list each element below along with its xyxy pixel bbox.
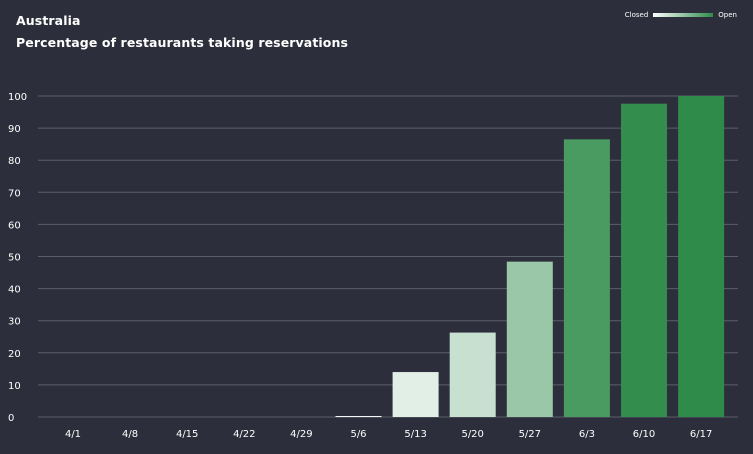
legend-low-label: Closed [624,11,649,19]
x-tick-label: 4/29 [290,429,312,440]
x-tick-label: 4/1 [65,429,81,440]
y-tick-label: 20 [8,349,21,360]
legend-high-label: Open [718,11,737,19]
bars [335,96,725,418]
y-tick-label: 60 [8,220,21,231]
bar [392,372,439,417]
y-tick-label: 70 [8,188,21,199]
y-axis-ticks: 0 10 20 30 40 50 60 70 80 90 100 [8,92,27,424]
y-tick-label: 10 [8,381,21,392]
x-tick-label: 5/20 [461,429,483,440]
legend: Closed Open [625,11,737,19]
x-tick-label: 6/17 [690,429,712,440]
chart-subtitle: Percentage of restaurants taking reserva… [16,35,349,50]
x-tick-label: 5/13 [404,429,426,440]
y-tick-label: 0 [8,413,14,424]
chart-title: Australia [16,13,81,28]
bar [449,332,496,417]
bar [563,139,610,417]
x-axis-ticks: 4/1 4/8 4/15 4/22 4/29 5/6 5/13 5/20 5/27 6/3 6/10… [65,429,712,440]
y-tick-label: 40 [8,285,21,296]
x-tick-label: 6/3 [579,429,595,440]
bar [678,96,725,417]
y-tick-label: 30 [8,317,21,328]
x-tick-label: 6/10 [633,429,655,440]
x-tick-label: 4/22 [233,429,255,440]
bar [335,416,382,418]
x-tick-label: 5/6 [350,429,366,440]
y-tick-label: 50 [8,253,21,264]
bar [506,261,553,417]
bar [621,103,667,417]
y-tick-label: 80 [8,156,21,167]
y-tick-label: 90 [8,124,21,135]
x-tick-label: 4/8 [122,429,138,440]
x-tick-label: 4/15 [176,429,198,440]
legend-gradient-bar [653,13,714,17]
y-tick-label: 100 [8,92,27,103]
x-tick-label: 5/27 [519,429,541,440]
